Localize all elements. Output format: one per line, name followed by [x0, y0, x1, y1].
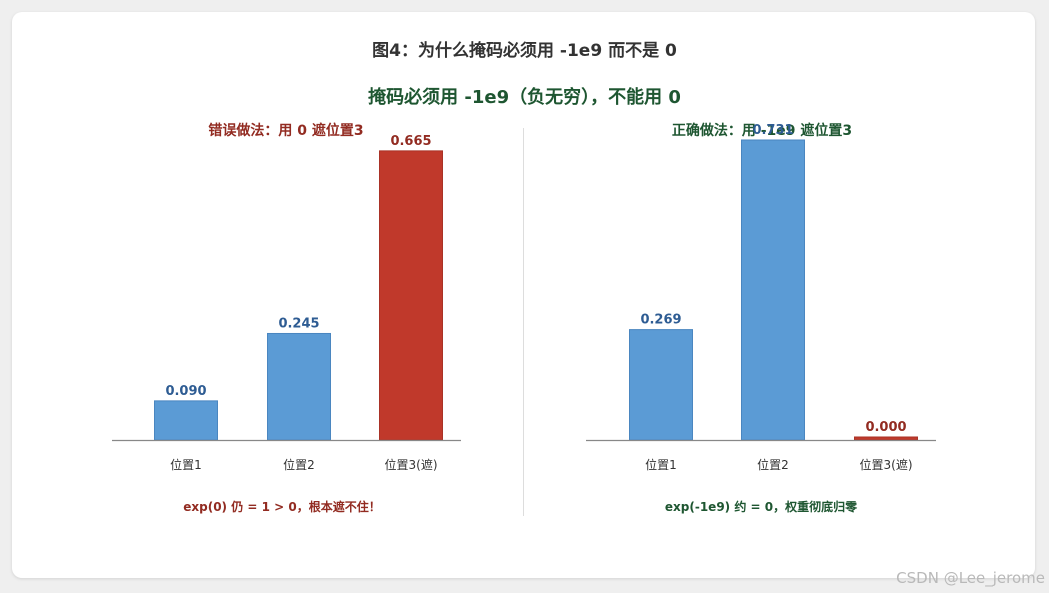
wrong-panel-title: 错误做法：用 0 遮位置3 [208, 122, 363, 139]
figure-title: 图4：为什么掩码必须用 -1e9 而不是 0 [372, 41, 677, 61]
wrong-bar-3 [379, 150, 443, 441]
right-bar-2 [741, 139, 805, 441]
main-title: 掩码必须用 -1e9（负无穷），不能用 0 [368, 87, 681, 108]
watermark: CSDN @Lee_jerome [896, 569, 1045, 587]
right-tick-label-2: 位置2 [757, 457, 789, 472]
wrong-bar-1 [154, 400, 218, 441]
right-value-label-3: 0.000 [865, 420, 906, 435]
wrong-value-label-1: 0.090 [165, 384, 206, 399]
right-bar-3 [854, 436, 918, 441]
wrong-bar-2 [267, 332, 331, 441]
right-tick-label-3: 位置3(遮) [860, 457, 913, 472]
right-note: exp(-1e9) 约 = 0，权重彻底归零 [665, 499, 858, 514]
right-bar-1 [629, 329, 693, 441]
wrong-tick-label-2: 位置2 [283, 457, 315, 472]
panel-divider [523, 128, 524, 516]
wrong-value-label-3: 0.665 [390, 134, 431, 149]
wrong-value-label-2: 0.245 [278, 316, 319, 331]
right-value-label-1: 0.269 [640, 313, 681, 328]
wrong-tick-label-3: 位置3(遮) [385, 457, 438, 472]
right-tick-label-1: 位置1 [645, 457, 677, 472]
wrong-note: exp(0) 仍 = 1 > 0，根本遮不住！ [183, 499, 381, 514]
right-panel-title: 正确做法：用 -1e9 遮位置3 [672, 122, 852, 139]
wrong-tick-label-1: 位置1 [170, 457, 202, 472]
right-value-label-2: 0.731 [752, 123, 793, 138]
